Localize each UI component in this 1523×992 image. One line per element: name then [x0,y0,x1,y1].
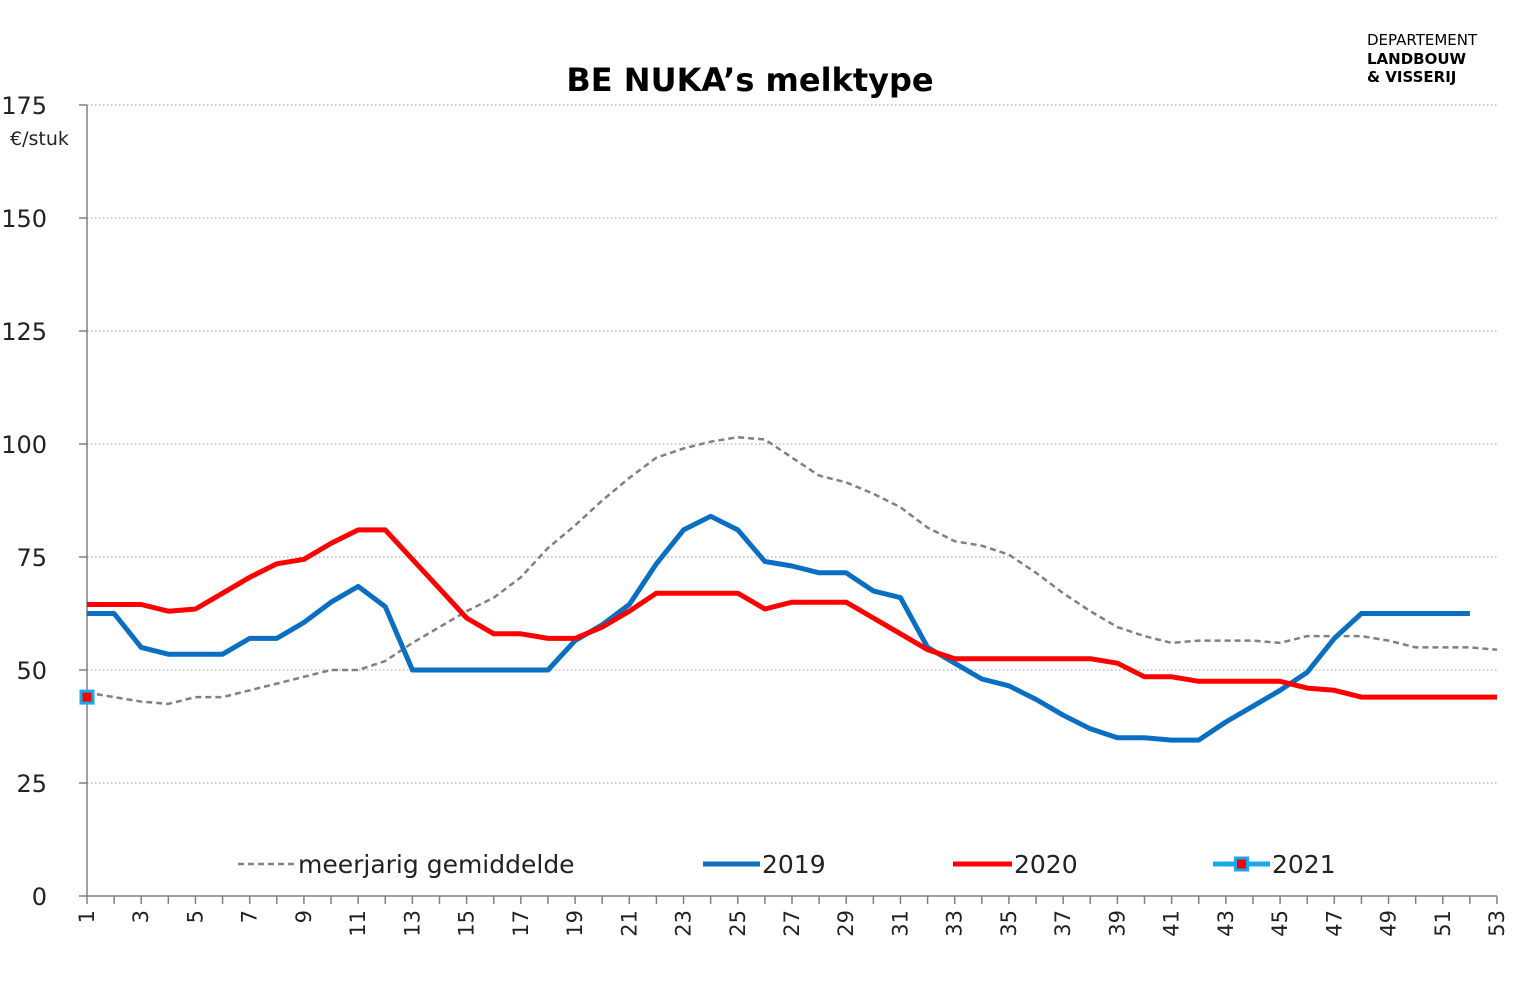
department-logo: DEPARTEMENT LANDBOUW & VISSERIJ [1367,31,1478,86]
y-tick-label: 75 [16,544,47,572]
y-tick-label: 0 [32,883,47,911]
x-tick-label: 27 [780,910,804,937]
x-tick-label: 29 [834,910,858,937]
x-tick-label: 3 [129,910,153,923]
x-tick-label: 43 [1214,910,1238,937]
x-tick-label: 5 [183,910,207,923]
legend-label: 2019 [762,850,826,879]
x-tick-label: 9 [292,910,316,923]
x-tick-label: 15 [455,910,479,937]
legend-marker [1234,856,1249,872]
x-tick-label: 47 [1322,910,1346,937]
x-tick-label: 49 [1377,910,1401,937]
x-tick-label: 33 [943,910,967,937]
legend-label: meerjarig gemiddelde [298,850,575,879]
series-line-meerjarig-gemiddelde [86,435,1498,706]
x-tick-label: 37 [1051,910,1075,937]
x-tick-label: 11 [346,910,370,937]
logo-line-2: LANDBOUW [1367,50,1467,68]
gridlines [87,104,1497,784]
legend-label: 2021 [1272,850,1336,879]
axes [86,105,1497,897]
x-tick-label: 13 [400,910,424,937]
y-tick-label: 50 [16,657,47,685]
legend-item-2019: 2019 [703,850,826,879]
y-tick-label: 175 [1,92,47,120]
x-tick-label: 17 [509,910,533,937]
legend: meerjarig gemiddelde 2019 2020 2021 [238,850,1336,879]
logo-line-1: DEPARTEMENT [1367,31,1478,49]
x-tick-label: 39 [1105,910,1129,937]
series-point-2021 [79,689,95,705]
legend-label: 2020 [1014,850,1078,879]
legend-item-2021: 2021 [1213,850,1336,879]
legend-item-meerjarig-gemiddelde: meerjarig gemiddelde [238,850,575,879]
x-tick-label: 1 [75,910,99,923]
y-tick-label: 150 [1,205,47,233]
x-tick-label: 53 [1485,910,1509,937]
y-axis-unit-label: €/stuk [10,128,69,150]
series-line-2019 [87,513,1470,743]
x-tick-label: 7 [238,910,262,923]
series-lines [79,435,1498,743]
logo-line-3: & VISSERIJ [1367,68,1456,86]
series-line-2020 [87,527,1497,700]
x-tick-label: 35 [997,910,1021,937]
x-tick-label: 21 [617,910,641,937]
y-axis-ticks: 0 25 50 75 100 125 150 175 [1,92,87,911]
x-tick-label: 23 [672,910,696,937]
x-tick-label: 41 [1160,910,1184,937]
y-tick-label: 125 [1,318,47,346]
y-tick-label: 100 [1,431,47,459]
x-tick-label: 19 [563,910,587,937]
x-axis-ticks: 1 3 5 7 9 11 13 15 17 19 21 23 25 27 29 31 33 35 37 39 41 43 4… [75,896,1509,937]
x-tick-label: 45 [1268,910,1292,937]
x-tick-label: 25 [726,910,750,937]
y-tick-label: 25 [16,770,47,798]
legend-item-2020: 2020 [953,850,1078,879]
x-tick-label: 31 [888,910,912,937]
x-tick-label: 51 [1431,910,1455,937]
chart-title: BE NUKA’s melktype [566,61,933,99]
